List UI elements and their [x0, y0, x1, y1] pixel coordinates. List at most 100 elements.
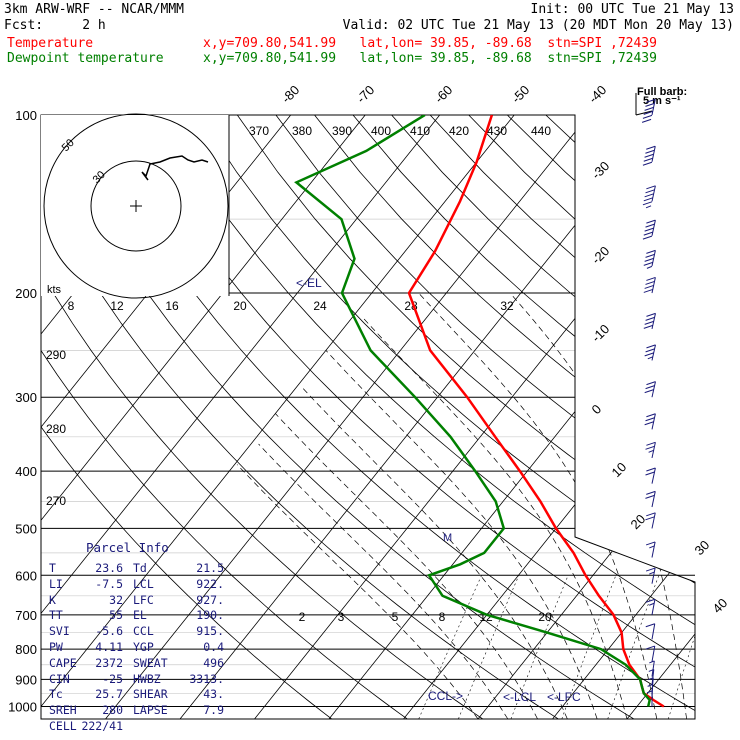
isotherm — [626, 115, 695, 719]
parcel-param-value: 32 — [109, 592, 123, 607]
temperature-trace — [407, 115, 665, 708]
wind-barb-half-flag — [649, 545, 655, 549]
isotherm-label: -70 — [354, 82, 378, 106]
wind-barb-flag — [646, 344, 656, 349]
dry-adiabat — [391, 115, 695, 719]
isotherm — [41, 115, 515, 719]
isotherm-label: -30 — [589, 158, 613, 182]
lfc-marker: <-LFC — [547, 690, 581, 704]
dry-adiabat — [41, 115, 408, 719]
wind-barb-flag — [645, 445, 655, 450]
isotherm-label: -10 — [589, 321, 613, 345]
parcel-param-name: CELL — [49, 719, 77, 733]
wind-barb-flag — [646, 512, 656, 517]
wind-barb — [643, 276, 656, 294]
theta-label: 280 — [46, 422, 66, 436]
moist-adiabat — [607, 292, 695, 719]
isotherm — [105, 115, 590, 719]
wind-barb — [645, 467, 656, 484]
mixing-ratio-label: 20 — [538, 610, 552, 624]
wind-barb-flag — [645, 316, 655, 321]
parcel-param-value: 496 — [203, 655, 224, 670]
wind-legend-barb — [635, 110, 653, 116]
parcel-row: TT 55 EL 190. — [49, 608, 224, 622]
wind-barb-flag — [646, 381, 656, 386]
parcel-param-name: Td — [133, 561, 147, 575]
dry-adiabat — [507, 115, 695, 719]
wind-barb — [644, 344, 656, 361]
wind-barb-staff — [651, 99, 656, 116]
parcel-param-value: 927. — [196, 592, 224, 607]
wind-barb-staff — [651, 146, 656, 162]
parcel-param-name: CCL — [133, 624, 154, 639]
wind-barb-flag — [645, 253, 655, 258]
wind-barb — [645, 541, 656, 558]
wind-barb — [645, 441, 656, 459]
parcel-row: T 23.6 Td 21.5 — [49, 561, 224, 575]
isotherm — [702, 115, 740, 719]
isotherm-label: -50 — [509, 82, 533, 106]
wind-barb-flag — [646, 219, 656, 224]
wind-speed-tick: 8 — [68, 299, 75, 313]
wind-barb-staff — [651, 541, 656, 558]
pressure-label-600: 600 — [15, 568, 37, 583]
model-title: 3km ARW-WRF -- NCAR/MMM — [4, 2, 185, 17]
parcel-param-name: SWEAT — [133, 655, 168, 670]
theta-top-label: 440 — [531, 124, 551, 138]
parcel-param-value: 7.9 — [203, 703, 224, 718]
dry-adiabat — [41, 115, 332, 719]
hodograph-ring-50 — [43, 113, 229, 299]
wind-barb — [648, 668, 655, 686]
wind-barb-flag — [645, 417, 655, 422]
wind-barb-flag — [645, 623, 655, 628]
wind-barb-staff — [651, 599, 656, 615]
dry-adiabat — [468, 115, 695, 719]
parcel-row: Tc 25.7 SHEAR 43. — [49, 687, 224, 701]
parcel-param-value: 222/41 — [81, 719, 123, 733]
wind-barb-flag — [643, 324, 653, 329]
wind-barb-flag — [645, 567, 656, 572]
wind-barb-half-flag — [647, 356, 653, 360]
pressure-label-700: 700 — [15, 608, 37, 623]
parcel-param-value: 190. — [196, 608, 224, 623]
wind-barb-flag — [645, 516, 655, 521]
parcel-param-name: PW — [49, 640, 63, 654]
dewpoint-legend-label: Dewpoint temperature — [7, 51, 164, 66]
pressure-label-100: 100 — [15, 108, 37, 123]
parcel-param-name: TT — [49, 608, 63, 623]
parcel-param-name: SVI — [49, 624, 70, 639]
parcel-param-name: K — [49, 592, 56, 607]
parcel-param-value: 55 — [109, 608, 123, 623]
wind-barb-staff — [651, 313, 656, 330]
wind-barb-flag — [643, 288, 653, 293]
dry-adiabat — [700, 115, 740, 719]
mixing-ratio-label: 5 — [392, 610, 399, 624]
moist-adiabat — [302, 388, 568, 719]
mixing-ratio-label: 3 — [338, 610, 345, 624]
wind-barb-staff — [651, 491, 656, 508]
wind-barb — [644, 413, 656, 430]
parcel-param-value: 4.11 — [95, 640, 123, 654]
wind-barb-half-flag — [647, 683, 653, 687]
wind-barb-flag — [642, 201, 653, 206]
mixing-ratio-line — [607, 575, 660, 719]
wind-barb-flag — [645, 189, 655, 194]
moist-adiabat — [275, 413, 538, 719]
wind-speed-tick: 24 — [313, 299, 327, 313]
parcel-row: K 32 LFC 927. — [49, 593, 224, 607]
wind-barb-half-flag — [646, 690, 653, 694]
wind-barb-flag — [644, 106, 654, 111]
dry-adiabat — [275, 115, 695, 719]
parcel-param-value: 21.5 — [196, 561, 224, 575]
wind-speed-tick: 32 — [500, 299, 514, 313]
temperature-legend-label: Temperature — [7, 36, 94, 51]
wind-barb-flag — [645, 494, 655, 499]
wind-barb-staff — [651, 220, 656, 236]
isotherm-label: 30 — [692, 537, 713, 558]
wind-barb-flag — [645, 598, 656, 603]
parcel-param-name: SREH — [49, 703, 77, 718]
theta-top-label: 400 — [371, 124, 391, 138]
parcel-param-name: LCL — [133, 576, 154, 591]
parcel-row: CIN -25 HWBZ 3313. — [49, 672, 224, 686]
wind-barb-flag — [643, 261, 653, 266]
